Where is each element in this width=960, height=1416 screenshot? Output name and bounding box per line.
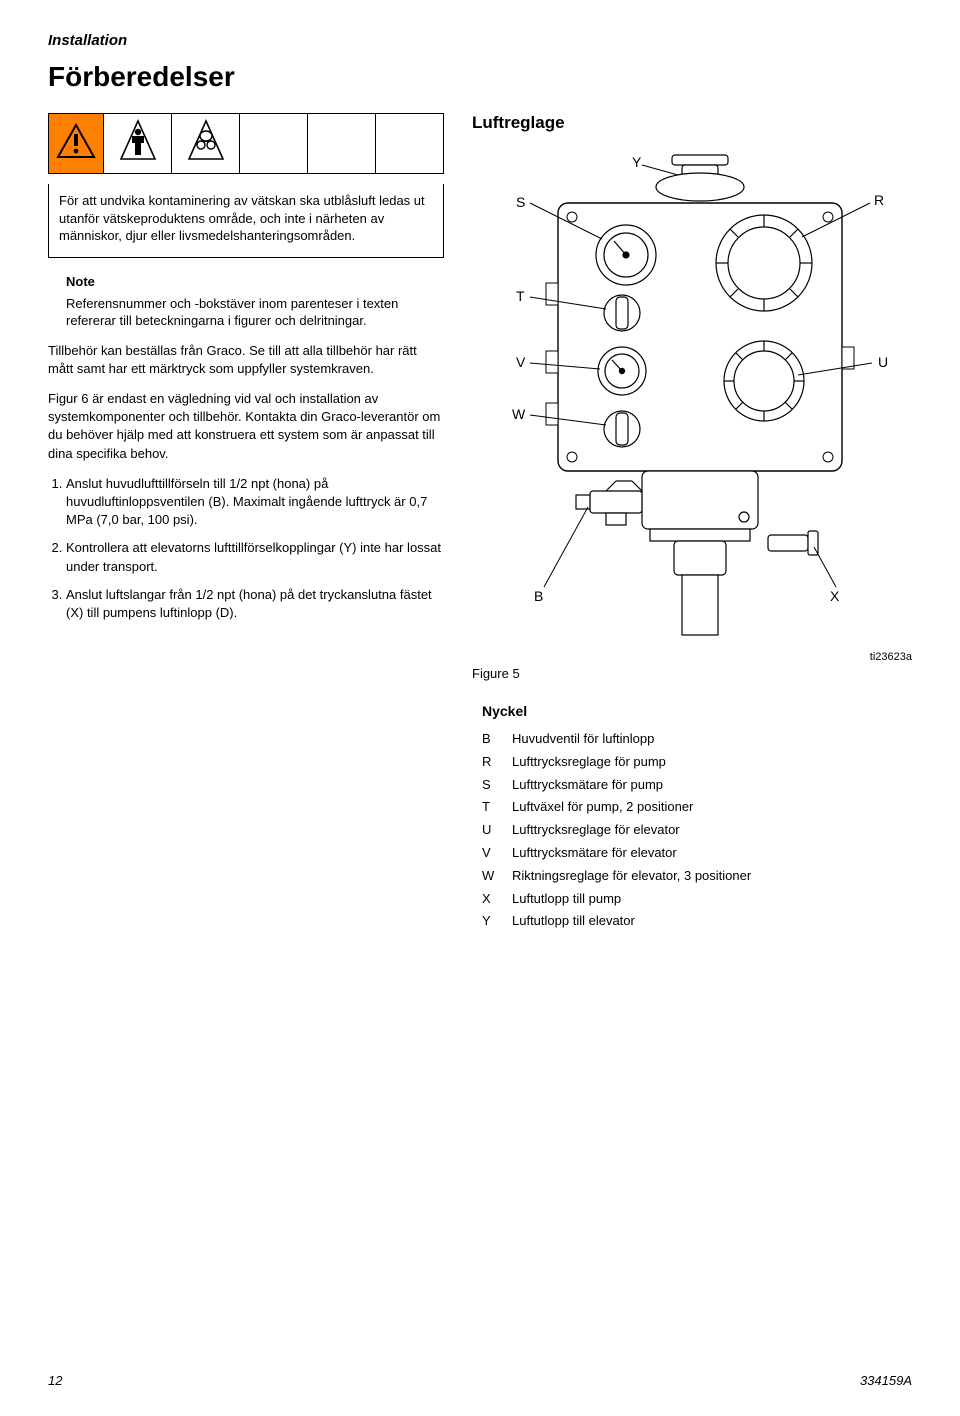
- nyckel-row: TLuftväxel för pump, 2 positioner: [482, 797, 912, 818]
- warning-triangle-icon: [56, 146, 96, 163]
- nyckel-val: Lufttrycksmätare för pump: [512, 775, 663, 796]
- page-footer: 12 334159A: [48, 1373, 912, 1388]
- diagram-letter-W: W: [512, 406, 526, 422]
- diagram-letter-U: U: [878, 354, 888, 370]
- nyckel-table: BHuvudventil för luftinlopp RLufttrycksr…: [472, 729, 912, 932]
- step-3: Anslut luftslangar från 1/2 npt (hona) p…: [66, 586, 444, 622]
- nyckel-key: U: [482, 820, 512, 841]
- nyckel-val: Riktningsreglage för elevator, 3 positio…: [512, 866, 751, 887]
- diagram-letter-Y: Y: [632, 154, 642, 170]
- nyckel-val: Lufttrycksmätare för elevator: [512, 843, 677, 864]
- page-number: 12: [48, 1373, 62, 1388]
- diagram-letter-X: X: [830, 588, 840, 604]
- nyckel-val: Luftväxel för pump, 2 positioner: [512, 797, 693, 818]
- nyckel-row: ULufttrycksreglage för elevator: [482, 820, 912, 841]
- ppe-clothing-icon: [119, 150, 157, 167]
- air-controls-diagram: Y S R T V U W B X: [472, 147, 912, 657]
- diagram-letter-V: V: [516, 354, 526, 370]
- note-label: Note: [66, 274, 444, 289]
- diagram-container: Y S R T V U W B X ti23623a Figure 5: [472, 147, 912, 681]
- doc-number: 334159A: [860, 1373, 912, 1388]
- nyckel-row: YLuftutlopp till elevator: [482, 911, 912, 932]
- nyckel-key: X: [482, 889, 512, 910]
- page-title: Förberedelser: [48, 61, 912, 93]
- right-column-title: Luftreglage: [472, 113, 912, 133]
- nyckel-row: RLufttrycksreglage för pump: [482, 752, 912, 773]
- warning-box-text: För att undvika kontaminering av vätskan…: [48, 184, 444, 258]
- nyckel-val: Luftutlopp till pump: [512, 889, 621, 910]
- nyckel-key: T: [482, 797, 512, 818]
- nyckel-key: Y: [482, 911, 512, 932]
- note-block: Note Referensnummer och -bokstäver inom …: [48, 274, 444, 330]
- respirator-icon: [187, 150, 225, 167]
- diagram-letter-B: B: [534, 588, 543, 604]
- nyckel-key: B: [482, 729, 512, 750]
- nyckel-key: R: [482, 752, 512, 773]
- respirator-cell: [172, 114, 240, 174]
- nyckel-row: VLufttrycksmätare för elevator: [482, 843, 912, 864]
- nyckel-val: Lufttrycksreglage för elevator: [512, 820, 680, 841]
- paragraph-2: Figur 6 är endast en vägledning vid val …: [48, 390, 444, 463]
- empty-cell-1: [240, 114, 308, 174]
- diagram-letter-S: S: [516, 194, 525, 210]
- left-column: För att undvika kontaminering av vätskan…: [48, 113, 444, 934]
- nyckel-row: SLufttrycksmätare för pump: [482, 775, 912, 796]
- nyckel-key: W: [482, 866, 512, 887]
- step-1: Anslut huvudlufttillförseln till 1/2 npt…: [66, 475, 444, 530]
- nyckel-row: WRiktningsreglage för elevator, 3 positi…: [482, 866, 912, 887]
- diagram-letter-R: R: [874, 192, 884, 208]
- step-2: Kontrollera att elevatorns lufttillförse…: [66, 539, 444, 575]
- nyckel-label: Nyckel: [472, 703, 912, 719]
- nyckel-row: BHuvudventil för luftinlopp: [482, 729, 912, 750]
- diagram-letter-T: T: [516, 288, 525, 304]
- empty-cell-2: [308, 114, 376, 174]
- ppe-clothing-cell: [104, 114, 172, 174]
- empty-cell-3: [376, 114, 444, 174]
- figure-ref: ti23623a: [870, 651, 912, 663]
- nyckel-row: XLuftutlopp till pump: [482, 889, 912, 910]
- nyckel-key: V: [482, 843, 512, 864]
- steps-list: Anslut huvudlufttillförseln till 1/2 npt…: [48, 475, 444, 622]
- nyckel-val: Huvudventil för luftinlopp: [512, 729, 654, 750]
- nyckel-key: S: [482, 775, 512, 796]
- warning-triangle-cell: [49, 114, 104, 174]
- note-text: Referensnummer och -bokstäver inom paren…: [66, 295, 444, 330]
- paragraph-1: Tillbehör kan beställas från Graco. Se t…: [48, 342, 444, 378]
- nyckel-val: Lufttrycksreglage för pump: [512, 752, 666, 773]
- right-column: Luftreglage: [472, 113, 912, 934]
- nyckel-val: Luftutlopp till elevator: [512, 911, 635, 932]
- warning-icon-table: [48, 113, 444, 174]
- section-label: Installation: [48, 32, 912, 49]
- figure-caption: Figure 5: [472, 666, 912, 681]
